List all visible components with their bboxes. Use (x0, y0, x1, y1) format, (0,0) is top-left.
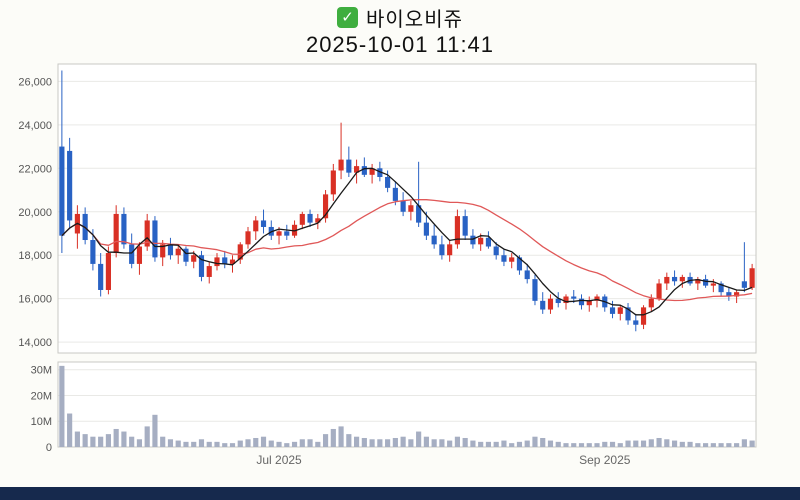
svg-text:30M: 30M (31, 365, 52, 377)
svg-text:Jul 2025: Jul 2025 (256, 453, 302, 467)
green-checkbox-icon: ✓ (337, 6, 358, 28)
chart-timestamp: 2025-10-01 11:41 (305, 32, 495, 57)
svg-text:22,000: 22,000 (18, 163, 52, 175)
svg-text:20,000: 20,000 (18, 207, 52, 219)
svg-text:20M: 20M (31, 390, 52, 402)
svg-text:16,000: 16,000 (18, 294, 52, 306)
svg-text:Sep 2025: Sep 2025 (579, 453, 631, 467)
svg-text:0: 0 (46, 442, 52, 454)
svg-text:26,000: 26,000 (18, 76, 52, 88)
svg-text:24,000: 24,000 (18, 120, 52, 132)
bottom-scrollbar[interactable] (0, 487, 800, 500)
candlestick-and-volume-chart: 26,000 24,000 22,000 20,000 18,000 16,000 14,0… (18, 63, 757, 467)
svg-text:10M: 10M (31, 416, 52, 428)
svg-text:18,000: 18,000 (18, 250, 52, 262)
stock-title: 바이오비쥬 (366, 8, 463, 31)
svg-text:14,000: 14,000 (18, 337, 52, 349)
header: ✓ 바이오비쥬 2025-10-01 11:41 (0, 4, 800, 58)
candles (59, 70, 755, 332)
title-row: ✓ 바이오비쥬 (0, 4, 800, 31)
volume-bars (59, 365, 755, 447)
